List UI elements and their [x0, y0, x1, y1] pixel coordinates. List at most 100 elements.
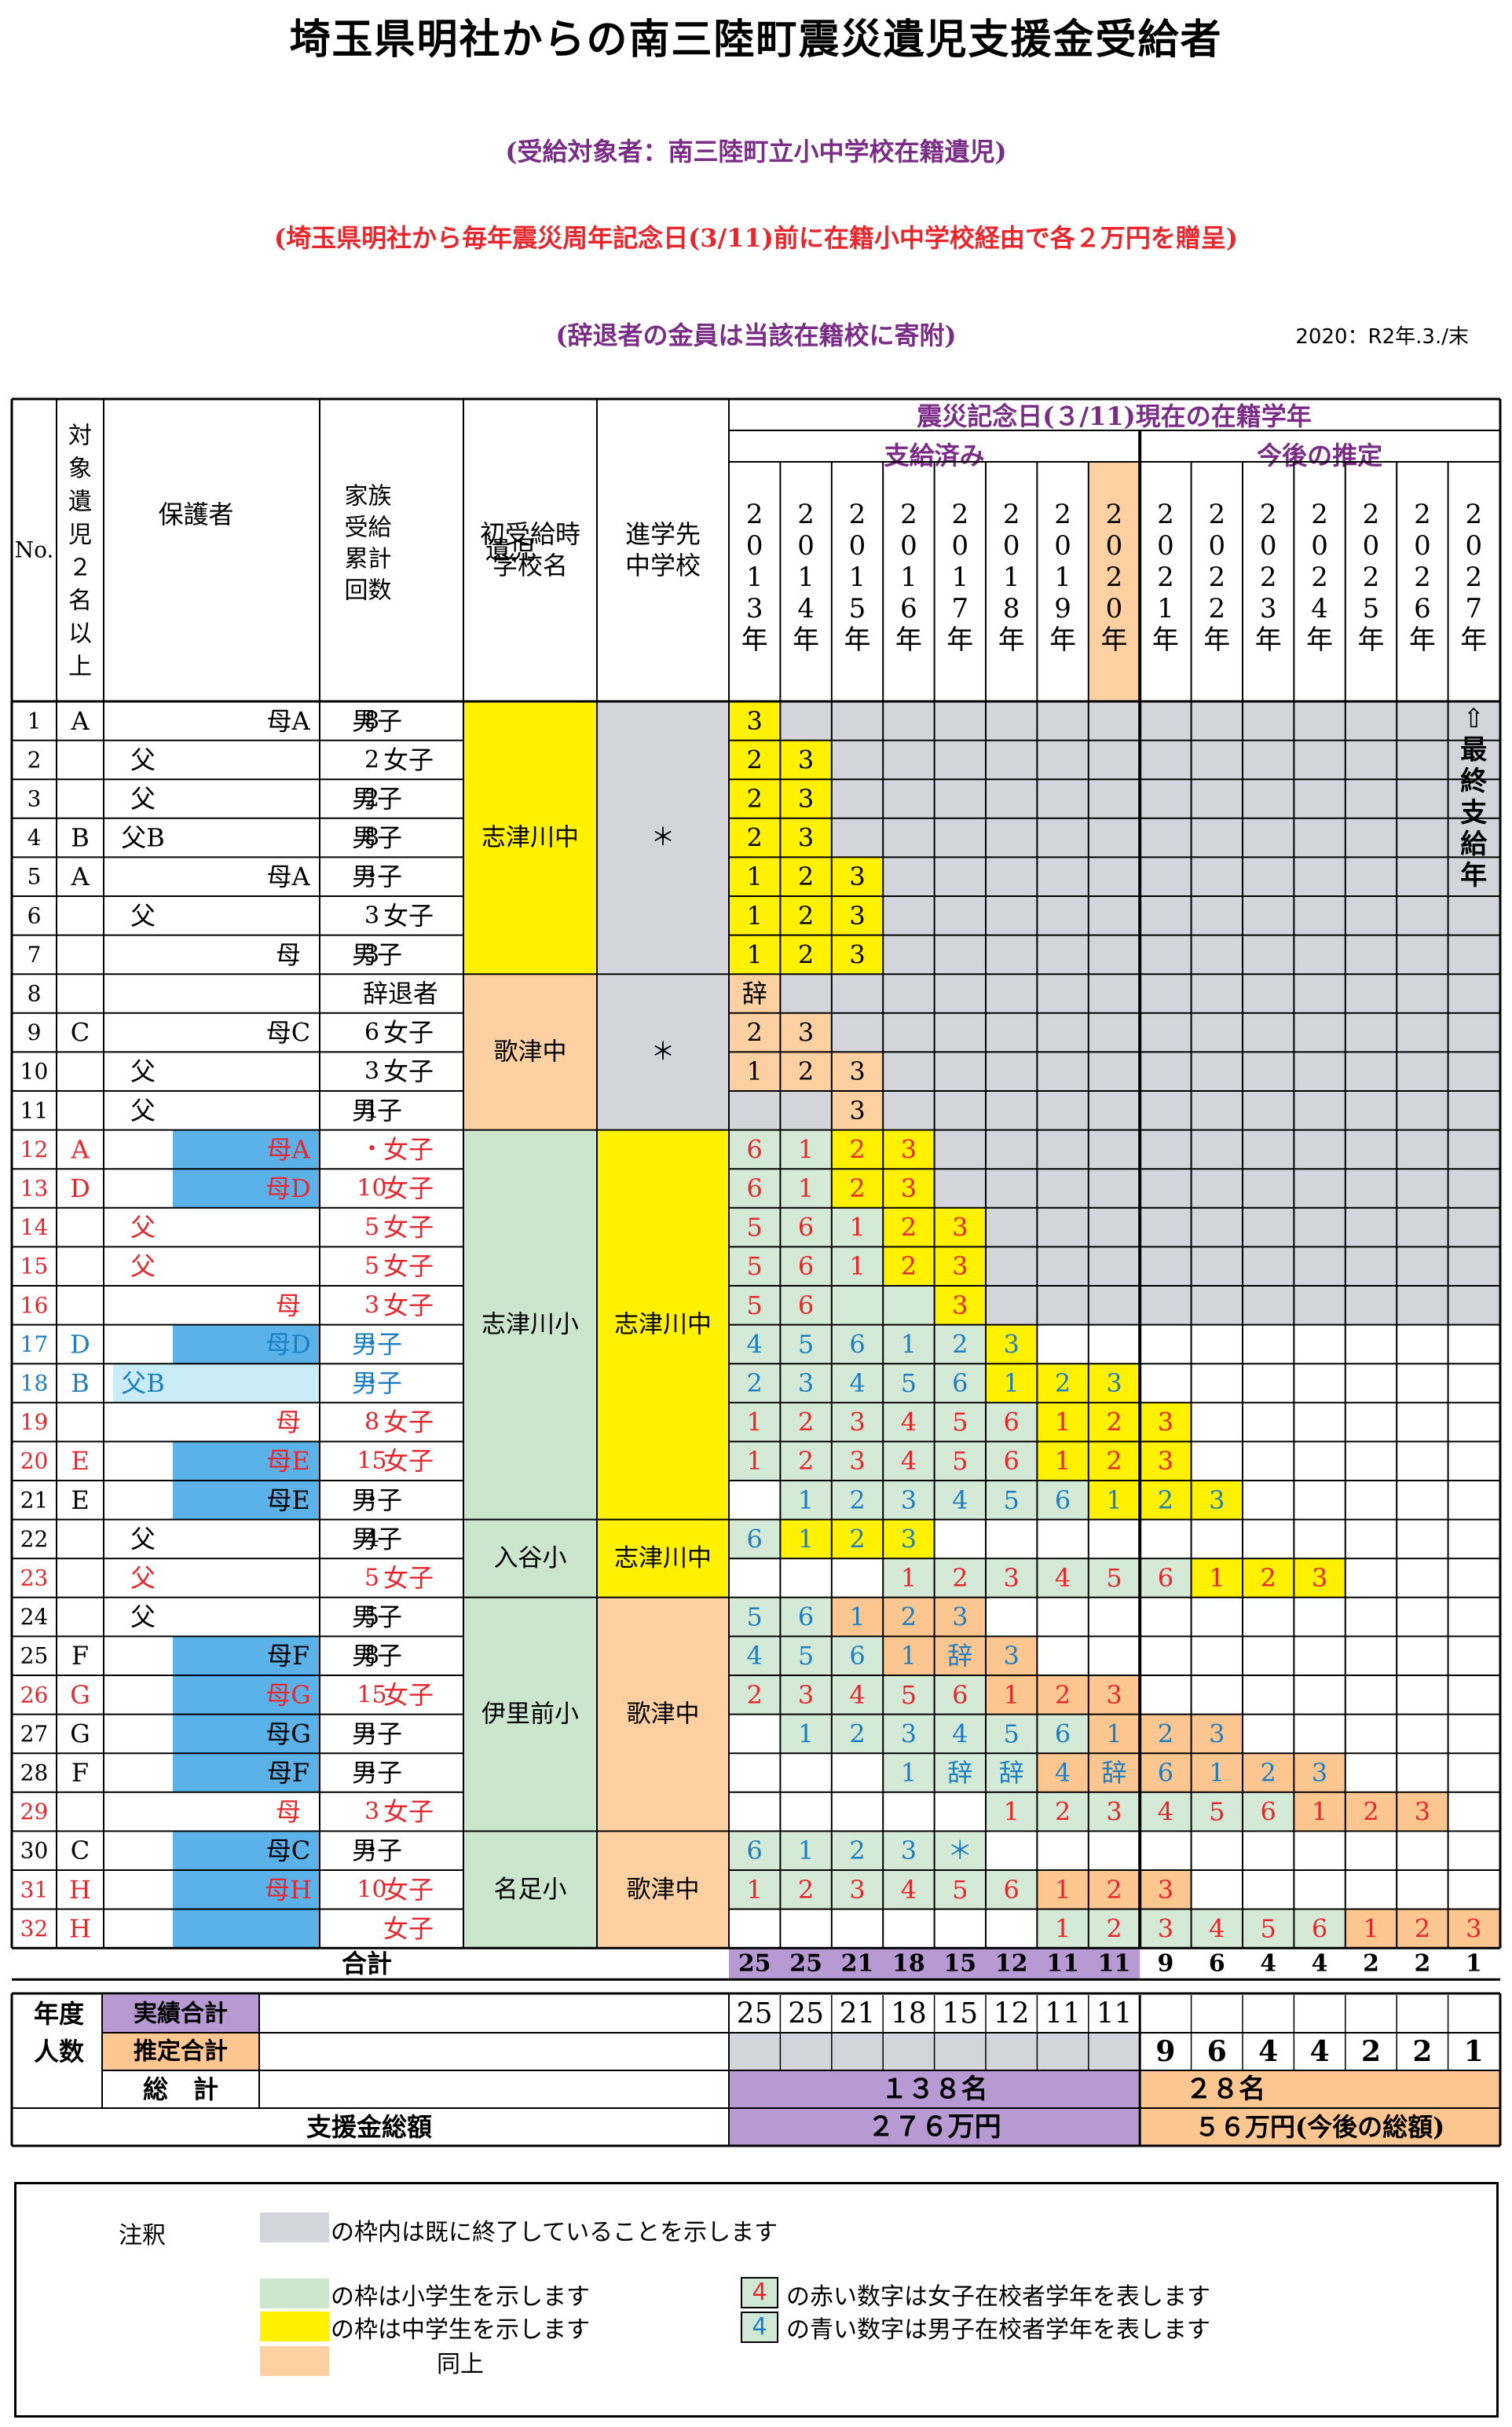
- row-guardian-6: 父: [130, 901, 156, 931]
- grade-value-16-5: 3: [952, 1290, 968, 1320]
- grade-cell-bg-32-14: [1397, 1909, 1448, 1949]
- grade-cell-bg-24-2: [780, 1597, 832, 1637]
- legend-box: 注釈 の枠内は既に終了していることを示します の枠は小学生を示します の枠は中学…: [14, 2182, 1499, 2418]
- row-guardian-17: 母D: [265, 1329, 311, 1359]
- grade-value-29-9: 4: [1158, 1797, 1173, 1827]
- legend-blue-number: 4: [741, 2312, 778, 2343]
- header-year-14: 2: [1414, 499, 1431, 530]
- actual-value-6: 12: [994, 1998, 1030, 2030]
- row-no-25: 25: [20, 1643, 49, 1669]
- grade-cell-bg-27-5: [934, 1714, 986, 1754]
- next-school-cell-3: [597, 1519, 729, 1598]
- grade-cell-bg-18-14: [1397, 1364, 1448, 1403]
- legend-peach-swatch: [260, 2346, 329, 2376]
- header-multi-char: 以: [68, 620, 92, 648]
- grade-value-21-5: 4: [952, 1485, 968, 1515]
- header-year-12: 0: [1311, 530, 1328, 562]
- first-school-label-0: 志津川中: [481, 824, 579, 852]
- sum-paid: １３８名: [881, 2074, 988, 2105]
- totals-value-9: 9: [1157, 1950, 1173, 1978]
- row-guardian-19: 母: [276, 1408, 301, 1437]
- header-year-2: 1: [797, 562, 815, 593]
- row-guardian-12: 母A: [266, 1134, 310, 1164]
- header-year-9: 1: [1157, 593, 1174, 624]
- grade-value-17-3: 6: [849, 1329, 865, 1359]
- grade-cell-bg-9-2: [780, 1012, 832, 1052]
- grade-cell-bg-31-10: [1191, 1870, 1243, 1909]
- row-guardian-22: 父: [130, 1524, 156, 1554]
- grade-cell-bg-12-1: [729, 1129, 781, 1170]
- grade-cell-bg-32-13: [1345, 1909, 1397, 1949]
- header-year-4: 1: [900, 562, 917, 593]
- row-child-27: 男子: [352, 1719, 402, 1748]
- estimate-value-7: 1: [1464, 2035, 1484, 2068]
- grade-cell-bg-7-1: [729, 935, 781, 975]
- row-count-27: ・: [361, 1720, 384, 1748]
- grade-value-23-8: 5: [1106, 1563, 1122, 1593]
- grade-value-30-5: ＊: [947, 1836, 972, 1865]
- row-count-15: 5: [364, 1253, 379, 1280]
- grade-cell-bg-18-8: [1088, 1364, 1140, 1403]
- grade-value-24-2: 6: [798, 1602, 814, 1632]
- grade-cell-bg-28-13: [1345, 1753, 1397, 1792]
- header-child: 遺児: [485, 535, 536, 565]
- year-2020-bg: [1088, 462, 1140, 701]
- next-school-label-3: 志津川中: [614, 1544, 712, 1572]
- row-no-6: 6: [27, 902, 42, 928]
- row-guardian-9: 母C: [266, 1018, 311, 1048]
- grade-cell-bg-22-10: [1191, 1519, 1243, 1559]
- grade-cell-bg-24-10: [1191, 1597, 1243, 1637]
- header-year-11: 2: [1260, 499, 1277, 530]
- row-guardian-7: 母: [276, 939, 301, 969]
- row-count-29: 3: [364, 1798, 379, 1825]
- header-year-11: 0: [1260, 530, 1277, 562]
- totals-value-6: 12: [995, 1950, 1028, 1978]
- guardian-bg-26: [173, 1675, 320, 1715]
- actual-label: 実績合計: [134, 2001, 228, 2028]
- grade-value-26-7: 2: [1055, 1680, 1071, 1710]
- grade-cell-bg-23-11: [1243, 1558, 1294, 1598]
- grade-value-20-3: 3: [849, 1446, 865, 1476]
- grade-value-13-3: 2: [849, 1173, 865, 1203]
- grade-value-29-11: 6: [1261, 1797, 1276, 1827]
- grade-cell-bg-9-1: [729, 1012, 781, 1052]
- header-year-3: 0: [849, 530, 866, 562]
- header-year-12: 2: [1311, 562, 1328, 593]
- guardian-bg-27: [173, 1714, 320, 1754]
- grade-cell-bg-30-10: [1191, 1831, 1243, 1870]
- grade-cell-bg-28-7: [1037, 1753, 1089, 1792]
- grade-cell-bg-21-8: [1088, 1481, 1140, 1520]
- grade-value-19-7: 1: [1055, 1408, 1071, 1437]
- grade-value-23-5: 2: [952, 1563, 968, 1593]
- header-year-1: 3: [746, 593, 763, 624]
- grade-cell-bg-12-2: [780, 1129, 832, 1170]
- row-guardian-14: 父: [130, 1213, 156, 1243]
- grade-cell-bg-25-7: [1037, 1636, 1089, 1675]
- grade-cell-bg-15-2: [780, 1246, 832, 1286]
- next-school-cell-0: [597, 701, 729, 975]
- grade-cell-bg-23-12: [1294, 1558, 1345, 1598]
- grade-value-19-5: 5: [952, 1408, 968, 1437]
- grade-cell-bg-16-4: [883, 1286, 935, 1325]
- grade-value-23-9: 6: [1158, 1563, 1173, 1593]
- grade-cell-bg-22-9: [1140, 1519, 1192, 1559]
- grade-cell-bg-26-6: [986, 1675, 1038, 1715]
- header-year-13: 2: [1363, 562, 1380, 593]
- grade-cell-bg-31-8: [1088, 1870, 1140, 1909]
- header-year-10: 0: [1208, 530, 1225, 562]
- grade-cell-bg-14-3: [831, 1207, 884, 1247]
- grade-value-28-9: 6: [1158, 1758, 1173, 1788]
- header-year-6: 2: [1003, 499, 1020, 530]
- header-year-14: 0: [1414, 530, 1431, 562]
- actual-value-4: 18: [891, 1998, 927, 2030]
- row-multi-17: D: [70, 1329, 90, 1359]
- totals-value-13: 2: [1363, 1950, 1379, 1978]
- row-child-29: 女子: [383, 1797, 434, 1827]
- row-child-7: 男子: [352, 939, 402, 969]
- grade-cell-bg-27-1: [729, 1714, 781, 1754]
- grade-cell-bg-20-3: [831, 1441, 884, 1481]
- row-no-7: 7: [27, 942, 42, 968]
- first-school-label-2: 志津川小: [481, 1311, 579, 1339]
- grade-value-13-4: 3: [901, 1173, 917, 1203]
- grade-cell-bg-32-2: [780, 1909, 832, 1949]
